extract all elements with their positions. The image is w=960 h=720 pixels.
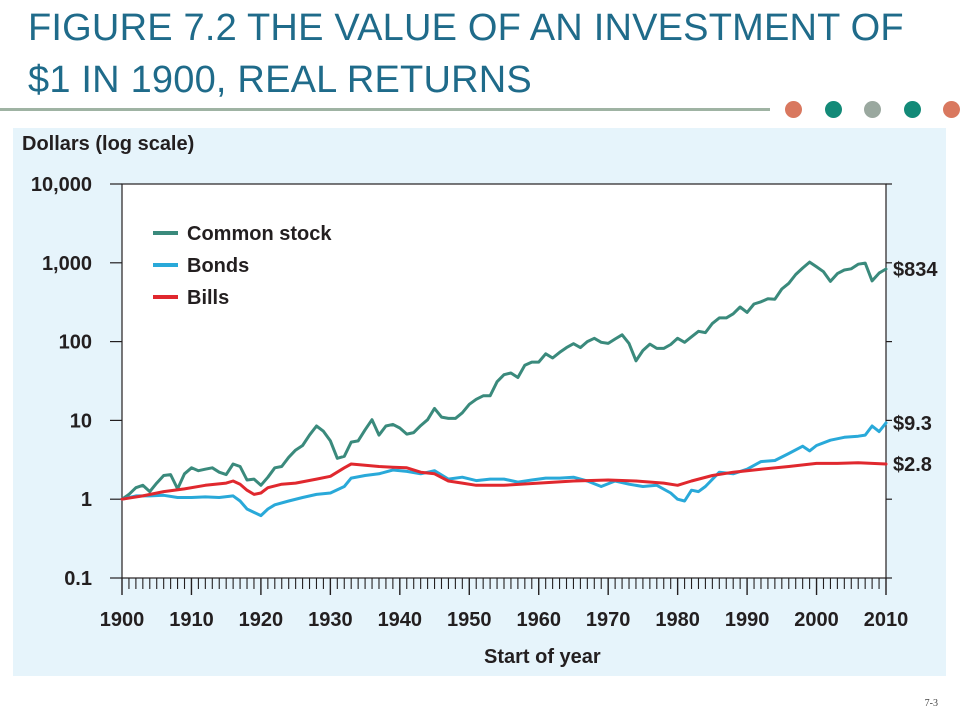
x-tick-label: 1970: [586, 609, 631, 631]
end-value-label: $2.8: [893, 454, 932, 476]
end-value-label: $834: [893, 259, 938, 281]
decorative-dots: [785, 101, 960, 119]
x-tick-label: 1940: [378, 609, 423, 631]
slide-number: 7-3: [924, 698, 938, 709]
axis-ticks: 0.1 1 10 100 1,000 10,000 1900 1910 1920 1930 1940…: [31, 174, 908, 631]
dot-2: [825, 101, 842, 118]
x-tick-label: 2010: [864, 609, 909, 631]
end-value-label: $9.3: [893, 413, 932, 435]
title-underline: [0, 108, 770, 111]
series-line-bills: [120, 461, 888, 501]
legend-label: Bills: [187, 287, 229, 309]
dot-3: [864, 101, 881, 118]
plot-frame: [121, 183, 887, 579]
x-tick-label: 1960: [516, 609, 561, 631]
plot-area: [121, 183, 887, 579]
y-tick-label: 10,000: [31, 174, 92, 196]
dot-1: [785, 101, 802, 118]
x-tick-label: 1920: [239, 609, 284, 631]
series-line-common-stock: [120, 260, 888, 501]
series-lines: [120, 260, 888, 518]
series-line-bonds: [120, 421, 888, 518]
end-labels: $834 $9.3 $2.8: [893, 259, 938, 476]
x-tick-label: 1980: [655, 609, 700, 631]
y-tick-label: 10: [70, 410, 92, 432]
legend: Common stock Bonds Bills: [153, 223, 332, 309]
dot-4: [904, 101, 921, 118]
legend-label: Common stock: [187, 223, 332, 245]
x-tick-label: 1900: [100, 609, 145, 631]
y-tick-label: 0.1: [64, 568, 92, 590]
x-tick-label: 1930: [308, 609, 353, 631]
x-tick-label: 2000: [794, 609, 839, 631]
y-tick-label: 1,000: [42, 253, 92, 275]
dot-5: [943, 101, 960, 118]
y-tick-label: 100: [59, 332, 92, 354]
y-tick-label: 1: [81, 489, 92, 511]
legend-label: Bonds: [187, 255, 249, 277]
x-axis-label: Start of year: [484, 646, 601, 668]
x-tick-label: 1950: [447, 609, 492, 631]
page-title: FIGURE 7.2 THE VALUE OF AN INVESTMENT OF…: [28, 7, 904, 101]
y-axis-label: Dollars (log scale): [22, 133, 195, 155]
x-tick-label: 1910: [169, 609, 214, 631]
x-tick-label: 1990: [725, 609, 770, 631]
